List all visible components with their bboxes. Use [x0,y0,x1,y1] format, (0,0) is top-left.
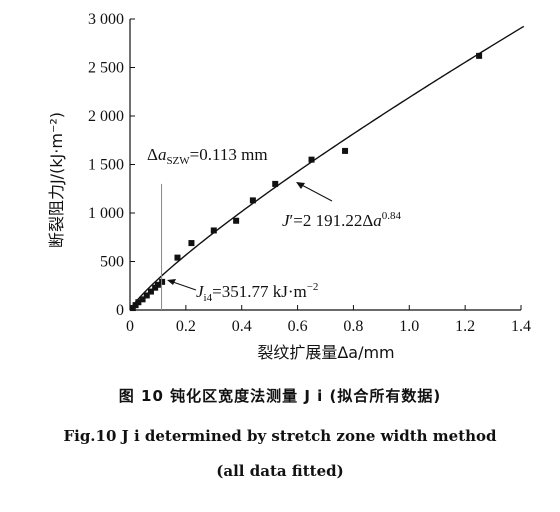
data-point [154,281,161,288]
x-tick-label: 0.4 [232,318,252,335]
data-point [159,278,166,285]
data-points [129,52,483,312]
data-point [272,180,279,187]
x-tick-label: 1.0 [399,318,419,335]
data-point [143,292,150,299]
data-point [233,217,240,224]
y-tick-label: 500 [100,254,124,271]
ji-annotation-leader [169,280,197,291]
data-point [147,288,154,295]
x-tick-label: 1.4 [511,318,531,335]
caption-english-line2: (all data fitted) [216,462,344,480]
szw-annotation: ΔaSZW=0.113 mm [147,145,268,167]
ji-annotation-arrowhead [167,279,176,285]
x-tick-label: 1.2 [455,318,475,335]
szw-annotation-sub: SZW [166,155,190,167]
x-tick-label: 0.6 [288,318,308,335]
x-tick-label: 0 [126,318,134,335]
ji-annotation: Ji4=351.77 kJ·m−2 [196,281,318,304]
ticks: 0 0.2 0.4 0.6 0.8 1.0 1.2 1.4 0 500 1 000 1 500 2 00… [88,11,531,335]
y-tick-label: 0 [116,302,124,319]
fit-curve-line [129,25,525,311]
data-point [210,227,217,234]
data-point [308,156,315,163]
szw-annotation-main: Δa [147,145,166,164]
y-tick-label: 3 000 [88,11,124,28]
y-tick-label: 2 500 [88,60,124,77]
fit-annotation-arrowhead [296,182,305,189]
data-point [139,296,146,303]
caption-chinese: 图 10 钝化区宽度法测量 J i (拟合所有数据) [118,387,442,405]
x-axis-label: 裂纹扩展量Δa/mm [257,343,394,362]
y-tick-label: 2 000 [88,108,124,125]
y-tick-label: 1 500 [88,157,124,174]
fit-equation-annotation: J′=2 191.22Δa0.84 [282,210,402,230]
data-point [476,52,483,59]
data-point [249,197,256,204]
data-point [135,299,142,306]
data-point [188,240,195,247]
chart: 0 0.2 0.4 0.6 0.8 1.0 1.2 1.4 0 500 1 000 1 500 2 00… [47,11,531,362]
y-axis-label: 断裂阻力J/(kJ·m⁻²) [47,112,66,248]
data-point [174,254,181,261]
y-tick-label: 1 000 [88,205,124,222]
fit-annotation-leader [297,182,333,202]
caption-english-line1: Fig.10 J i determined by stretch zone wi… [63,427,497,445]
x-tick-label: 0.2 [176,318,196,335]
data-point [342,147,349,154]
x-tick-label: 0.8 [343,318,363,335]
